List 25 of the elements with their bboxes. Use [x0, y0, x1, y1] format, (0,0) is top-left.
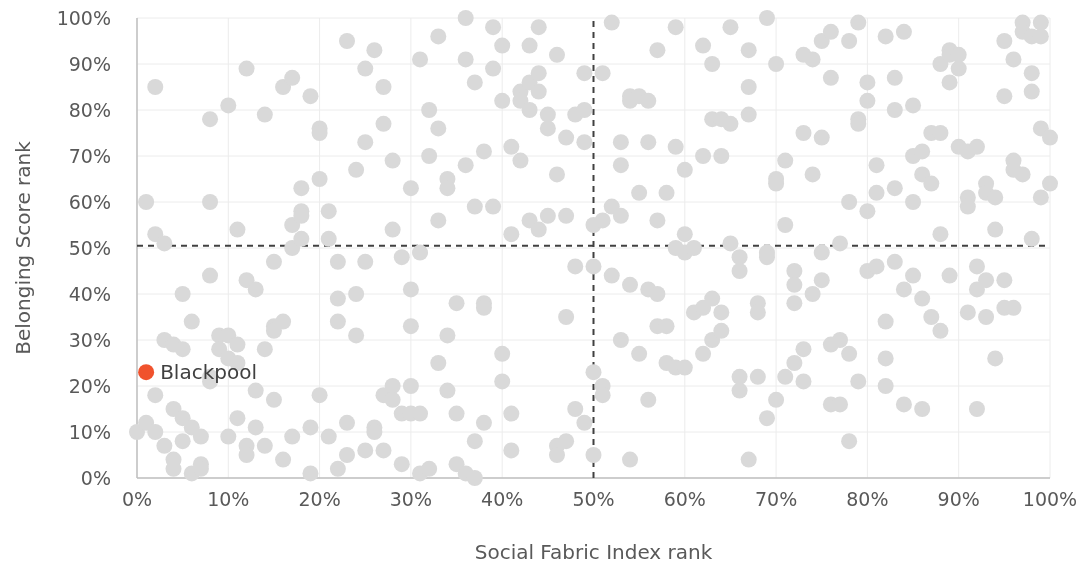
- x-tick-label: 90%: [937, 488, 980, 510]
- x-tick-label: 70%: [754, 488, 798, 510]
- y-tick-label: 10%: [68, 420, 111, 443]
- x-tick-label: 80%: [846, 488, 889, 510]
- x-tick-label: 10%: [207, 488, 250, 510]
- x-tick-label: 100%: [1022, 488, 1078, 510]
- y-axis-title: Belonging Score rank: [11, 140, 35, 355]
- x-tick-label: 0%: [121, 488, 153, 510]
- y-tick-label: 80%: [68, 98, 111, 121]
- y-tick-label: 70%: [68, 144, 111, 167]
- y-tick-label: 40%: [68, 282, 111, 305]
- y-tick-label: 90%: [68, 52, 111, 75]
- y-tick-label: 20%: [68, 374, 111, 397]
- y-tick-label: 30%: [68, 328, 111, 351]
- series-label: Blackpool: [160, 360, 257, 385]
- x-tick-label: 50%: [572, 488, 615, 510]
- y-tick-label: 60%: [68, 190, 111, 213]
- x-axis-title: Social Fabric Index rank: [474, 540, 713, 564]
- y-tick-label: 50%: [68, 236, 111, 259]
- y-tick-label: 100%: [56, 6, 111, 29]
- x-tick-label: 60%: [663, 488, 706, 510]
- x-tick-label: 40%: [481, 488, 524, 510]
- y-tick-label: 0%: [80, 466, 111, 489]
- x-tick-label: 30%: [389, 488, 433, 510]
- x-tick-label: 20%: [298, 488, 341, 510]
